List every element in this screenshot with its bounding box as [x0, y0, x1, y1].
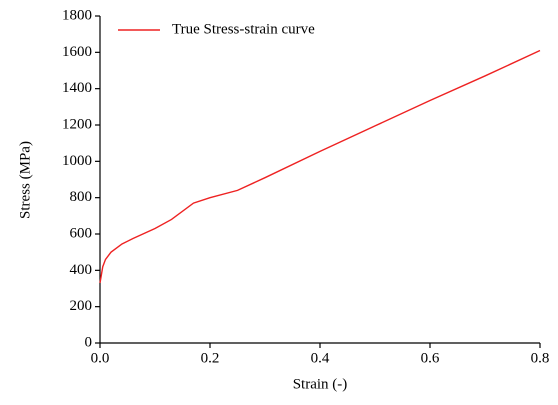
- legend-label: True Stress-strain curve: [172, 21, 315, 37]
- data-line: [99, 49, 541, 284]
- y-tick-label: 1400: [62, 80, 92, 96]
- y-tick-label: 1000: [62, 153, 92, 169]
- x-tick-label: 0.2: [201, 350, 220, 366]
- x-tick-label: 0.4: [311, 350, 330, 366]
- x-axis-label: Strain (-): [293, 376, 348, 392]
- x-tick-label: 0.8: [531, 350, 550, 366]
- y-tick-label: 1600: [62, 44, 92, 60]
- y-tick-label: 800: [70, 189, 93, 205]
- y-tick-label: 0: [85, 334, 93, 350]
- y-axis-label: Stress (MPa): [17, 141, 33, 219]
- y-tick-label: 1800: [62, 7, 92, 23]
- y-tick-label: 600: [70, 225, 93, 241]
- x-tick-label: 0.6: [421, 350, 440, 366]
- y-tick-label: 200: [70, 298, 93, 314]
- x-tick-label: 0.0: [91, 350, 110, 366]
- y-tick-label: 400: [70, 262, 93, 278]
- y-tick-label: 1200: [62, 116, 92, 132]
